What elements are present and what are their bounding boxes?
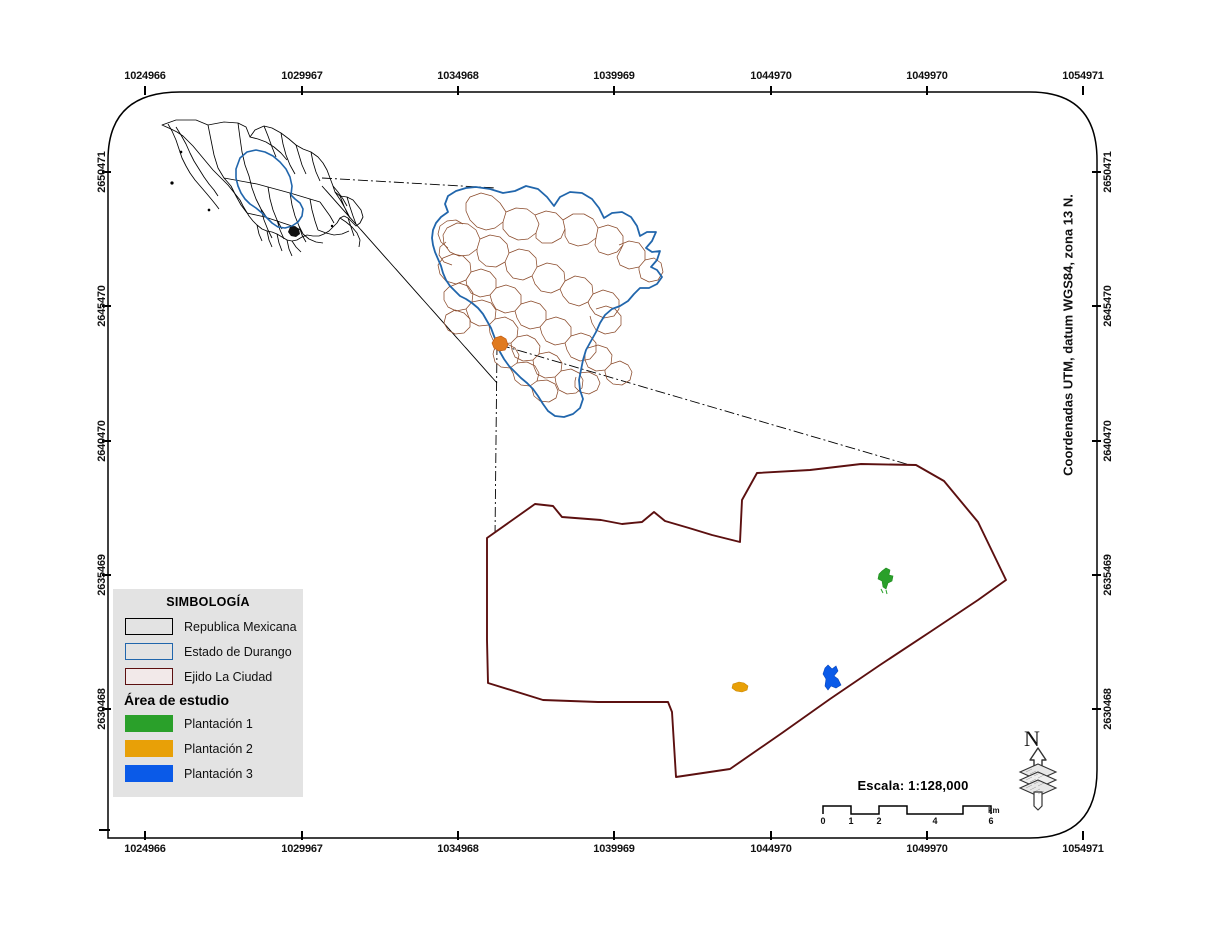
x-tick-label: 1034968 [437,843,479,855]
x-tick-label: 1044970 [750,843,792,855]
legend-item-ejido-la-ciudad: Ejido La Ciudad [113,664,303,689]
y-tick-mark [102,708,111,710]
legend-swatch-plantacion-1 [125,715,173,732]
legend-label: Plantación 3 [184,766,253,781]
y-axis-end-mark [99,829,110,831]
x-tick-label: 1054971 [1062,843,1104,855]
y-tick-mark [1092,305,1101,307]
north-arrow-icon: N [1018,726,1058,811]
legend-title: SIMBOLOGÍA [166,595,250,609]
y-tick-mark [1092,171,1101,173]
scalebar-tick-label: 1 [848,816,854,826]
scalebar-graphic: 0 1 2 4 6 km [818,802,1008,832]
legend-item-republica-mexicana: Republica Mexicana [113,614,303,639]
x-tick-label: 1054971 [1062,70,1104,82]
legend-panel: SIMBOLOGÍA Republica Mexicana Estado de … [113,589,303,797]
x-tick-label: 1024966 [124,843,166,855]
x-tick-label: 1049970 [906,70,948,82]
legend-subtitle: Área de estudio [124,692,230,708]
legend-item-estado-de-durango: Estado de Durango [113,639,303,664]
north-letter: N [1024,726,1040,751]
legend-label: Plantación 1 [184,716,253,731]
legend-item-plantacion-2: Plantación 2 [113,736,303,761]
x-tick-label: 1049970 [906,843,948,855]
scalebar-tick-label: 0 [820,816,826,826]
y-tick-mark [102,171,111,173]
legend-label: Ejido La Ciudad [184,669,273,684]
y-tick-mark [1092,574,1101,576]
x-tick-label: 1039969 [593,843,635,855]
y-tick-mark [1092,440,1101,442]
y-tick-mark [1092,708,1101,710]
x-tick-label: 1039969 [593,70,635,82]
scalebar-tick-label: 4 [932,816,938,826]
legend-swatch-republica-mexicana [125,618,173,635]
x-tick-mark [770,831,772,840]
x-tick-mark [301,831,303,840]
y-tick-mark [102,440,111,442]
y-tick-mark [102,574,111,576]
scale-title: Escala: 1:128,000 [857,778,969,793]
legend-label: Estado de Durango [184,644,292,659]
legend-item-plantacion-3: Plantación 3 [113,761,303,786]
legend-label: Plantación 2 [184,741,253,756]
x-tick-mark [1082,86,1084,95]
y-tick-mark [102,305,111,307]
x-tick-mark [613,86,615,95]
x-tick-mark [926,86,928,95]
legend-label: Republica Mexicana [184,619,297,634]
x-tick-mark [457,86,459,95]
legend-swatch-ejido-la-ciudad [125,668,173,685]
x-tick-label: 1044970 [750,70,792,82]
x-tick-mark [301,86,303,95]
legend-swatch-plantacion-3 [125,765,173,782]
x-tick-mark [144,86,146,95]
legend-swatch-estado-de-durango [125,643,173,660]
north-arrow: N [1008,726,1070,818]
scalebar-bars [822,805,992,815]
x-tick-mark [1082,831,1084,840]
x-tick-label: 1029967 [281,843,323,855]
scalebar-tick-label: 2 [876,816,882,826]
x-tick-mark [926,831,928,840]
x-tick-mark [457,831,459,840]
legend-swatch-plantacion-2 [125,740,173,757]
legend-item-plantacion-1: Plantación 1 [113,711,303,736]
x-tick-mark [770,86,772,95]
x-tick-mark [613,831,615,840]
x-tick-label: 1024966 [124,70,166,82]
x-tick-label: 1029967 [281,70,323,82]
scalebar-units-label: km [988,806,1000,815]
x-tick-mark [144,831,146,840]
scalebar: Escala: 1:128,000 0 1 2 4 6 km [818,778,1008,832]
x-tick-label: 1034968 [437,70,479,82]
scalebar-tick-label: 6 [988,816,994,826]
